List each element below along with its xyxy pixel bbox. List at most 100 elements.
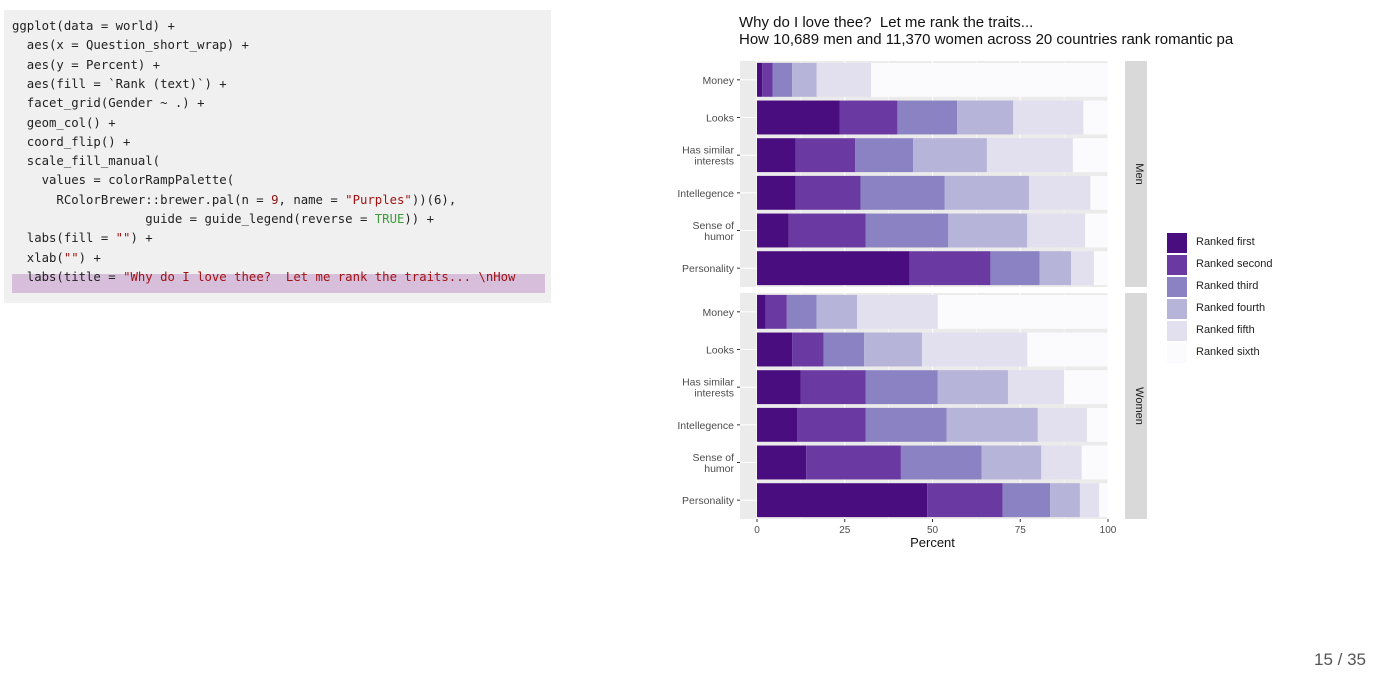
bar-segment: [757, 407, 798, 442]
facet-strip: [1125, 293, 1147, 519]
bar-segment: [823, 332, 865, 367]
bar-segment: [757, 445, 807, 480]
bar-segment: [900, 445, 982, 480]
bar-segment: [792, 332, 824, 367]
category-label: Looks: [706, 113, 734, 125]
legend-swatch: [1167, 343, 1187, 363]
legend-swatch: [1167, 321, 1187, 341]
bar-segment: [1093, 251, 1108, 286]
page-number: 15 / 35: [1314, 650, 1366, 669]
panel-background: [740, 293, 1108, 519]
facet-label: Men: [1133, 163, 1145, 184]
bar-segment: [937, 370, 1008, 405]
bar-segment: [762, 62, 773, 97]
bar-segment: [788, 213, 866, 248]
bar-segment: [1027, 213, 1086, 248]
category-label: Looks: [706, 345, 734, 357]
category-label: humor: [704, 231, 734, 243]
bar-segment: [864, 332, 922, 367]
bar-segment: [937, 294, 1108, 329]
bar-segment: [757, 483, 928, 518]
bar-segment: [927, 483, 1003, 518]
x-tick-label: 50: [927, 525, 939, 536]
bar-segment: [921, 332, 1028, 367]
bar-segment: [757, 138, 796, 173]
code-line: geom_col() +: [12, 115, 116, 130]
bar-segment: [1081, 445, 1108, 480]
x-tick-label: 25: [839, 525, 851, 536]
category-label: Intellegence: [677, 420, 734, 432]
bar-segment: [1037, 407, 1087, 442]
x-tick-label: 0: [754, 525, 760, 536]
axis-title: Percent: [910, 535, 955, 550]
legend-label: Ranked sixth: [1196, 346, 1260, 358]
code-line: xlab("") +: [12, 250, 101, 265]
bar-segment: [1090, 175, 1108, 210]
bar-segment: [757, 62, 763, 97]
bar-segment: [795, 138, 856, 173]
chart-subtitle: How 10,689 men and 11,370 women across 2…: [739, 31, 1234, 48]
bar-segment: [871, 62, 1108, 97]
bar-segment: [757, 370, 801, 405]
bar-segment: [1041, 445, 1082, 480]
bar-segment: [757, 332, 793, 367]
category-label: Has similar: [682, 145, 734, 157]
category-label: Sense of: [693, 220, 735, 232]
bar-segment: [948, 213, 1028, 248]
panel-background: [740, 61, 1108, 287]
x-tick-label: 75: [1015, 525, 1027, 536]
bar-segment: [1027, 332, 1108, 367]
bar-segment: [757, 251, 910, 286]
bar-segment: [772, 62, 793, 97]
bar-segment: [839, 100, 898, 135]
legend-label: Ranked first: [1196, 236, 1255, 248]
bar-segment: [860, 175, 945, 210]
bar-segment: [1007, 370, 1065, 405]
facet-strip: [1125, 61, 1147, 287]
bar-segment: [1029, 175, 1091, 210]
code-line: ggplot(data = world) +: [12, 19, 175, 33]
bar-segment: [990, 251, 1040, 286]
bar-segment: [1072, 138, 1108, 173]
code-line: aes(fill = `Rank (text)`) +: [12, 76, 227, 91]
bar-segment: [1050, 483, 1080, 518]
bar-segment: [1039, 251, 1072, 286]
bar-segment: [800, 370, 866, 405]
bar-segment: [897, 100, 958, 135]
code-panel: ggplot(data = world) + aes(x = Question_…: [4, 10, 551, 303]
bar-segment: [765, 294, 787, 329]
legend-swatch: [1167, 277, 1187, 297]
legend-label: Ranked third: [1196, 280, 1259, 292]
code-line: aes(x = Question_short_wrap) +: [12, 38, 249, 53]
bar-segment: [1099, 483, 1108, 518]
bar-segment: [1002, 483, 1051, 518]
legend-swatch: [1167, 255, 1187, 275]
bar-segment: [1083, 100, 1108, 135]
code-line: coord_flip() +: [12, 134, 131, 149]
category-label: humor: [704, 463, 734, 475]
bar-segment: [786, 294, 817, 329]
bar-segment: [806, 445, 901, 480]
category-label: Personality: [682, 495, 735, 507]
code-line: guide = guide_legend(reverse = TRUE)) +: [12, 212, 435, 226]
bar-segment: [913, 138, 987, 173]
bar-segment: [795, 175, 861, 210]
code-line: labs(fill = "") +: [12, 231, 153, 246]
bar-segment: [957, 100, 1014, 135]
bar-segment: [944, 175, 1030, 210]
facet-label: Women: [1133, 387, 1145, 425]
code-line: RColorBrewer::brewer.pal(n = 9, name = "…: [12, 192, 457, 207]
bar-segment: [757, 294, 766, 329]
bar-segment: [1085, 213, 1108, 248]
legend-label: Ranked fifth: [1196, 324, 1255, 336]
bar-segment: [757, 100, 840, 135]
bar-segment: [757, 213, 789, 248]
bar-segment: [909, 251, 991, 286]
bar-segment: [1071, 251, 1094, 286]
bar-segment: [816, 62, 872, 97]
category-label: Intellegence: [677, 188, 734, 200]
legend-swatch: [1167, 299, 1187, 319]
code-line: values = colorRampPalette(: [12, 173, 235, 188]
code-highlight: [12, 274, 545, 293]
